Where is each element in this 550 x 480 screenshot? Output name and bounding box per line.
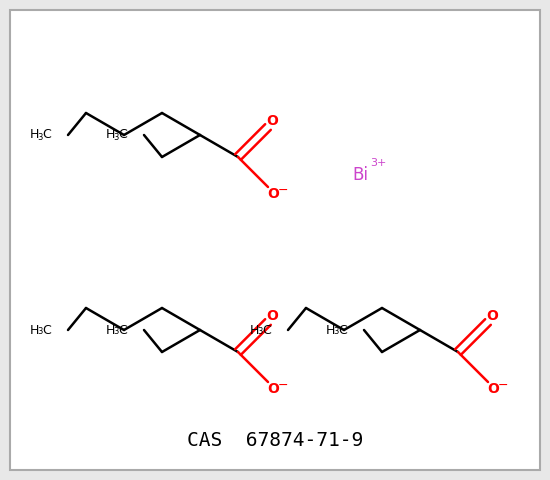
Text: O: O bbox=[267, 187, 279, 201]
Text: H: H bbox=[106, 324, 116, 336]
Text: C: C bbox=[42, 324, 51, 336]
Text: O: O bbox=[487, 382, 499, 396]
Text: H: H bbox=[30, 129, 40, 142]
Text: 3: 3 bbox=[113, 327, 118, 336]
Text: 3: 3 bbox=[333, 327, 338, 336]
Text: C: C bbox=[118, 129, 126, 142]
Text: O: O bbox=[266, 114, 278, 128]
Text: −: − bbox=[278, 183, 288, 196]
Text: O: O bbox=[266, 309, 278, 323]
Text: H: H bbox=[250, 324, 260, 336]
Text: 3: 3 bbox=[113, 132, 118, 142]
Text: Bi: Bi bbox=[352, 166, 368, 184]
Text: C: C bbox=[42, 129, 51, 142]
Text: 3+: 3+ bbox=[370, 158, 386, 168]
Text: O: O bbox=[486, 309, 498, 323]
Text: −: − bbox=[278, 379, 288, 392]
Text: H: H bbox=[106, 129, 116, 142]
Text: −: − bbox=[498, 379, 508, 392]
Text: H: H bbox=[30, 324, 40, 336]
Text: 3: 3 bbox=[37, 132, 42, 142]
Text: O: O bbox=[267, 382, 279, 396]
Text: C: C bbox=[262, 324, 271, 336]
Text: CAS  67874-71-9: CAS 67874-71-9 bbox=[187, 431, 363, 449]
Text: 3: 3 bbox=[257, 327, 262, 336]
FancyBboxPatch shape bbox=[10, 10, 540, 470]
Text: H: H bbox=[326, 324, 336, 336]
Text: C: C bbox=[338, 324, 346, 336]
Text: 3: 3 bbox=[37, 327, 42, 336]
Text: C: C bbox=[118, 324, 126, 336]
